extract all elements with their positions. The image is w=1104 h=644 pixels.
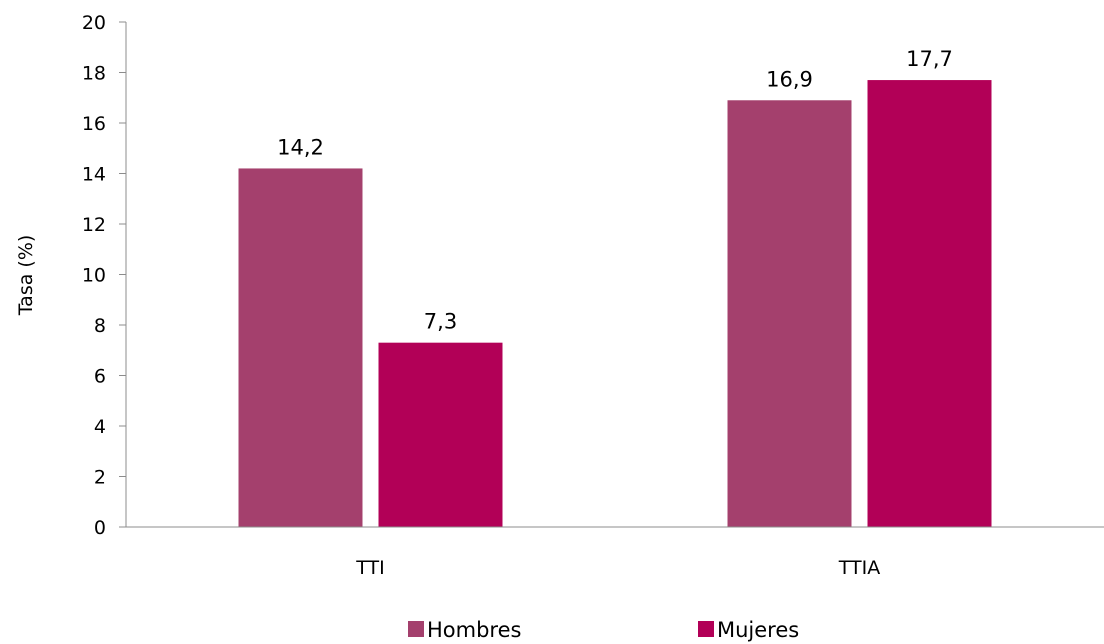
y-tick-label: 16 [82, 113, 106, 135]
data-label: 16,9 [766, 67, 813, 91]
bar-hombres-ttia [727, 100, 852, 528]
legend-swatch-hombres [408, 621, 424, 637]
bars [238, 80, 992, 528]
legend-swatch-mujeres [698, 621, 714, 637]
legend-label-hombres: Hombres [427, 618, 521, 642]
y-tick-label: 18 [82, 63, 106, 85]
legend-label-mujeres: Mujeres [717, 618, 799, 642]
x-axis: TTI TTIA [126, 526, 1104, 579]
y-tick-label: 2 [94, 467, 106, 489]
y-axis-title: Tasa (%) [15, 235, 37, 317]
y-axis: 0 2 4 6 8 10 12 14 16 18 20 [82, 12, 127, 539]
x-category-label: TTIA [838, 557, 880, 579]
legend: Hombres Mujeres [408, 618, 799, 642]
y-tick-label: 0 [94, 517, 106, 539]
bar-hombres-tti [238, 168, 363, 527]
bar-mujeres-tti [378, 342, 503, 527]
data-label: 17,7 [906, 47, 953, 71]
y-tick-label: 8 [94, 315, 106, 337]
y-tick-label: 6 [94, 366, 106, 388]
data-label: 14,2 [277, 135, 324, 159]
data-label: 7,3 [424, 310, 457, 334]
y-tick-label: 20 [82, 12, 106, 34]
x-category-label: TTI [355, 557, 384, 579]
y-tick-label: 14 [82, 164, 106, 186]
bar-mujeres-ttia [867, 80, 992, 527]
y-tick-label: 12 [82, 214, 106, 236]
y-tick-label: 10 [82, 265, 106, 287]
y-tick-label: 4 [94, 416, 106, 438]
data-labels: 14,2 7,3 16,9 17,7 [277, 47, 953, 334]
